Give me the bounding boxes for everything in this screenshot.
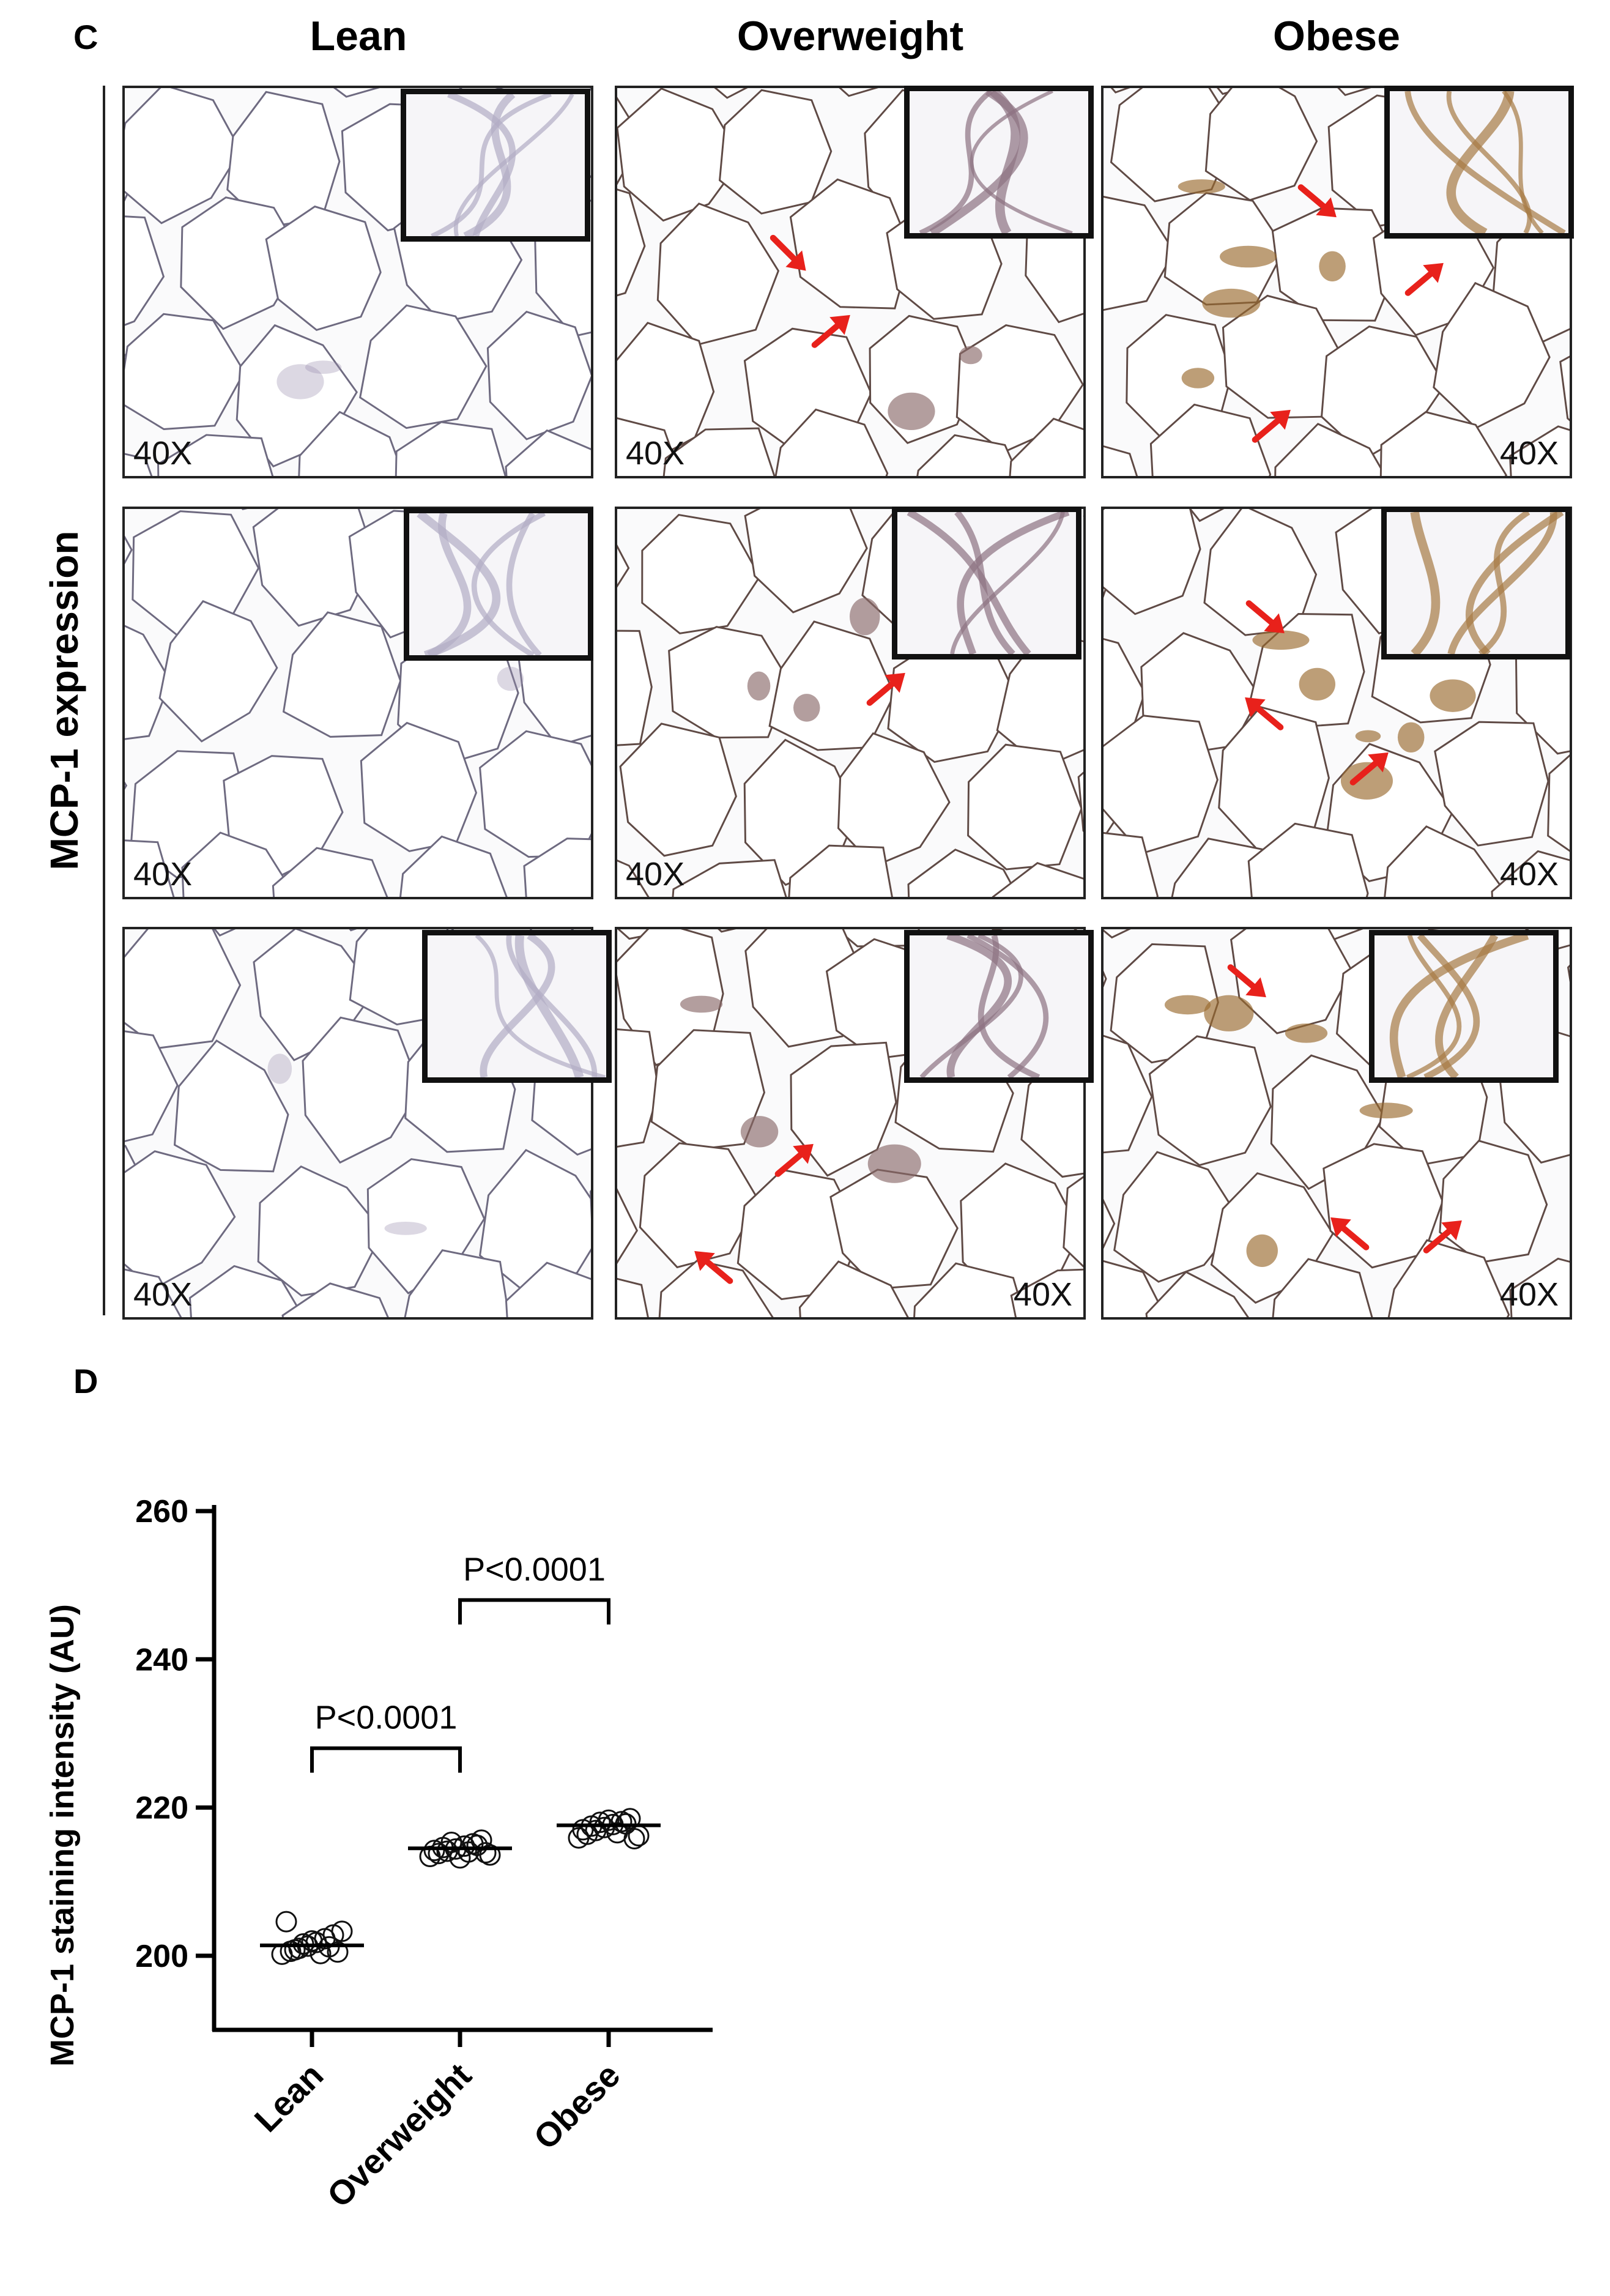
red-arrow-icon <box>762 226 817 281</box>
magnification-label: 40X <box>1499 856 1559 893</box>
red-arrow-icon <box>768 1132 823 1187</box>
x-tick-label-lean: Lean <box>247 2056 331 2139</box>
zoom-inset <box>404 508 593 661</box>
data-point <box>423 1840 445 1862</box>
zoom-inset <box>892 507 1081 659</box>
significance-bracket <box>458 1598 610 1625</box>
magnification-label: 40X <box>1499 435 1559 472</box>
red-arrow-icon <box>1220 954 1275 1009</box>
magnification-label: 40X <box>626 435 685 472</box>
red-arrow-icon <box>1416 1208 1471 1263</box>
magnification-label: 40X <box>133 435 193 472</box>
magnification-label: 40X <box>626 856 685 893</box>
column-title-lean: Lean <box>310 13 407 59</box>
data-point <box>275 1911 297 1933</box>
magnification-label: 40X <box>133 856 193 893</box>
data-point <box>327 1941 349 1963</box>
significance-bracket <box>310 1746 462 1773</box>
red-arrow-icon <box>685 1239 740 1294</box>
data-point <box>331 1920 353 1942</box>
red-arrow-icon <box>1239 590 1294 645</box>
row-group-bracket <box>103 86 105 1315</box>
zoom-inset <box>1384 86 1574 239</box>
red-arrow-icon <box>1245 398 1300 453</box>
y-tick-label: 220 <box>135 1791 188 1826</box>
zoom-inset <box>1381 507 1571 659</box>
magnification-label: 40X <box>133 1276 193 1313</box>
data-point <box>619 1808 641 1830</box>
micrograph-lean-2: 40X <box>122 507 593 899</box>
data-point <box>466 1834 488 1856</box>
data-point <box>610 1811 632 1833</box>
data-point <box>428 1843 450 1865</box>
data-point <box>623 1828 645 1849</box>
magnification-label: 40X <box>1499 1276 1559 1313</box>
y-tick-label: 200 <box>135 1939 188 1974</box>
red-arrow-icon <box>1236 685 1291 740</box>
red-arrow-icon <box>804 303 859 358</box>
column-title-overweight: Overweight <box>736 13 964 59</box>
x-tick-label-overweight: Overweight <box>319 2056 478 2215</box>
y-axis-label: MCP-1 staining intensity (AU) <box>44 1604 81 2067</box>
zoom-inset <box>401 89 590 242</box>
red-arrow-icon <box>859 661 914 716</box>
chart-marks: P<0.0001 P<0.0001 <box>260 1551 661 1965</box>
significance-label: P<0.0001 <box>315 1700 458 1736</box>
data-point <box>475 1842 497 1863</box>
significance-label: P<0.0001 <box>463 1551 606 1588</box>
micrograph-lean-1: 40X <box>122 86 593 478</box>
data-point <box>589 1811 611 1833</box>
panel-d-letter: D <box>73 1362 98 1400</box>
magnification-label: 40X <box>1013 1276 1072 1313</box>
y-tick-label: 260 <box>135 1494 188 1529</box>
x-tick-label-obese: Obese <box>526 2056 628 2157</box>
panel-c-letter: C <box>73 18 98 56</box>
zoom-inset <box>904 86 1094 239</box>
zoom-inset <box>904 930 1094 1083</box>
column-title-obese: Obese <box>1273 13 1400 59</box>
zoom-inset <box>1369 930 1559 1083</box>
red-arrow-icon <box>1291 174 1346 229</box>
red-arrow-icon <box>1321 1205 1376 1260</box>
red-arrow-icon <box>1343 740 1398 795</box>
red-arrow-icon <box>1398 251 1453 306</box>
zoom-inset <box>422 930 612 1083</box>
y-tick-label: 240 <box>135 1642 188 1677</box>
